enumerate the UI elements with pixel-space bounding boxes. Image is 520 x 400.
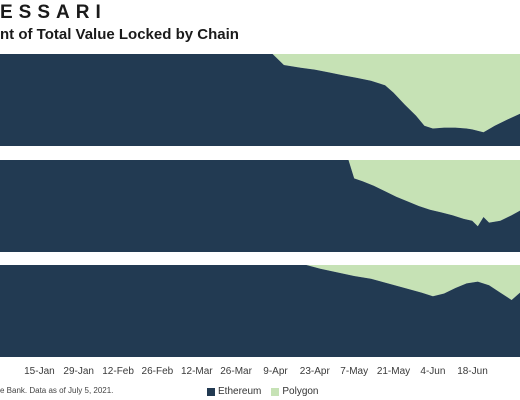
- area-polygon-panel-2: [0, 160, 520, 227]
- legend-swatch-ethereum: [207, 387, 215, 396]
- area-ethereum-panel-1: [0, 54, 520, 146]
- legend-swatch-polygon: [271, 387, 280, 396]
- chart-legend: Ethereum Polygon: [207, 386, 319, 397]
- x-tick-label: 12-Mar: [181, 366, 213, 377]
- x-tick-label: 4-Jun: [420, 366, 445, 377]
- chart-panel-3: [0, 265, 520, 357]
- area-polygon-panel-1: [0, 54, 520, 133]
- x-tick-label: 9-Apr: [263, 366, 288, 377]
- x-tick-label: 21-May: [377, 366, 410, 377]
- x-tick-label: 29-Jan: [63, 366, 94, 377]
- x-tick-label: 26-Mar: [220, 366, 252, 377]
- source-footnote: e Bank. Data as of July 5, 2021.: [0, 386, 114, 395]
- x-tick-label: 23-Apr: [300, 366, 331, 377]
- x-tick-label: 26-Feb: [142, 366, 174, 377]
- legend-item-polygon: Polygon: [271, 386, 319, 397]
- x-tick-label: 12-Feb: [102, 366, 134, 377]
- legend-label-polygon: Polygon: [282, 386, 319, 397]
- chart-panel-1: [0, 54, 520, 146]
- chart-panel-2: [0, 160, 520, 252]
- x-tick-label: 15-Jan: [24, 366, 55, 377]
- area-ethereum-panel-3: [0, 265, 520, 357]
- area-polygon-panel-3: [0, 265, 520, 300]
- brand-logo-text: ESSARI: [0, 2, 107, 23]
- area-ethereum-panel-2: [0, 160, 520, 252]
- legend-item-ethereum: Ethereum: [207, 386, 261, 397]
- legend-label-ethereum: Ethereum: [218, 386, 262, 397]
- x-tick-label: 7-May: [340, 366, 368, 377]
- chart-title: nt of Total Value Locked by Chain: [0, 26, 239, 43]
- x-tick-label: 18-Jun: [457, 366, 488, 377]
